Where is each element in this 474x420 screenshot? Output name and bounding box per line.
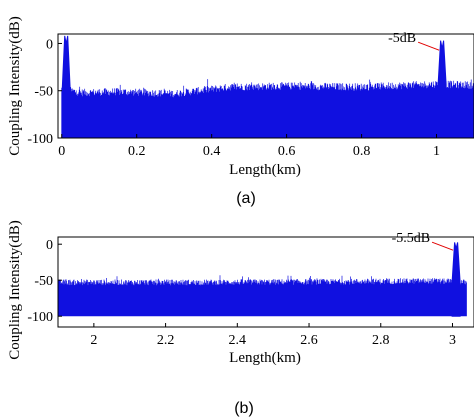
panel-a-series [61, 35, 474, 139]
panel-b-y-ticks: 0 -50 -100 [27, 238, 62, 325]
a-noise-band [61, 79, 474, 138]
panel-b-x-ticks: 2 2.2 2.4 2.6 2.8 3 [90, 323, 456, 348]
b-x-tick-label: 2.4 [229, 333, 247, 348]
a-peak [61, 35, 71, 139]
b-y-tick-label: -50 [34, 274, 53, 289]
a-x-tick-label: 0.6 [278, 144, 296, 159]
b-x-tick-label: 3 [449, 333, 456, 348]
panel-b-caption: (b) [234, 400, 254, 417]
a-y-tick-label: 0 [46, 37, 53, 52]
panel-a-x-ticks: 0 0.2 0.4 0.6 0.8 1 [58, 134, 440, 159]
panel-b-plot-frame [57, 236, 474, 328]
b-x-tick-label: 2.2 [157, 333, 175, 348]
b-y-tick-label: 0 [46, 238, 53, 253]
a-annotation-text: -5dB [388, 31, 416, 46]
a-annotation-leader [417, 41, 440, 51]
b-x-tick-label: 2.6 [300, 333, 318, 348]
a-y-tick-label: -50 [34, 85, 53, 100]
b-annotation-leader [431, 241, 454, 251]
panel-a-plot-frame [57, 33, 474, 139]
b-x-tick-label: 2.8 [372, 333, 390, 348]
panel-a-annotation: -5dB [388, 31, 440, 51]
panel-b: 2 2.2 2.4 2.6 2.8 3 0 -50 -100 Length(km) Coupl… [7, 220, 474, 417]
panel-a-caption: (a) [236, 190, 256, 207]
a-y-tick-label: -100 [27, 132, 53, 147]
a-x-tick-label: 0.8 [353, 144, 371, 159]
a-x-tick-label: 0.4 [203, 144, 221, 159]
panel-a: 0 0.2 0.4 0.6 0.8 1 0 -50 -100 Length(km) Coupl… [7, 16, 474, 207]
b-noise-band [57, 275, 467, 317]
a-x-tick-label: 1 [433, 144, 440, 159]
b-annotation-text: -5.5dB [392, 231, 431, 246]
b-peak [451, 242, 461, 317]
panel-b-y-axis-label: Coupling Intensity(dB) [7, 220, 23, 360]
a-peak [437, 40, 447, 139]
panel-a-x-axis-label: Length(km) [229, 162, 301, 178]
panel-a-y-ticks: 0 -50 -100 [27, 37, 62, 147]
panel-b-annotation: -5.5dB [392, 231, 454, 251]
b-y-tick-label: -100 [27, 310, 53, 325]
panel-b-x-axis-label: Length(km) [229, 350, 301, 366]
a-x-tick-label: 0.2 [128, 144, 146, 159]
b-x-tick-label: 2 [90, 333, 97, 348]
panel-a-y-axis-label: Coupling Intensity(dB) [7, 16, 23, 156]
panel-b-series [57, 242, 467, 317]
a-x-tick-label: 0 [58, 144, 65, 159]
